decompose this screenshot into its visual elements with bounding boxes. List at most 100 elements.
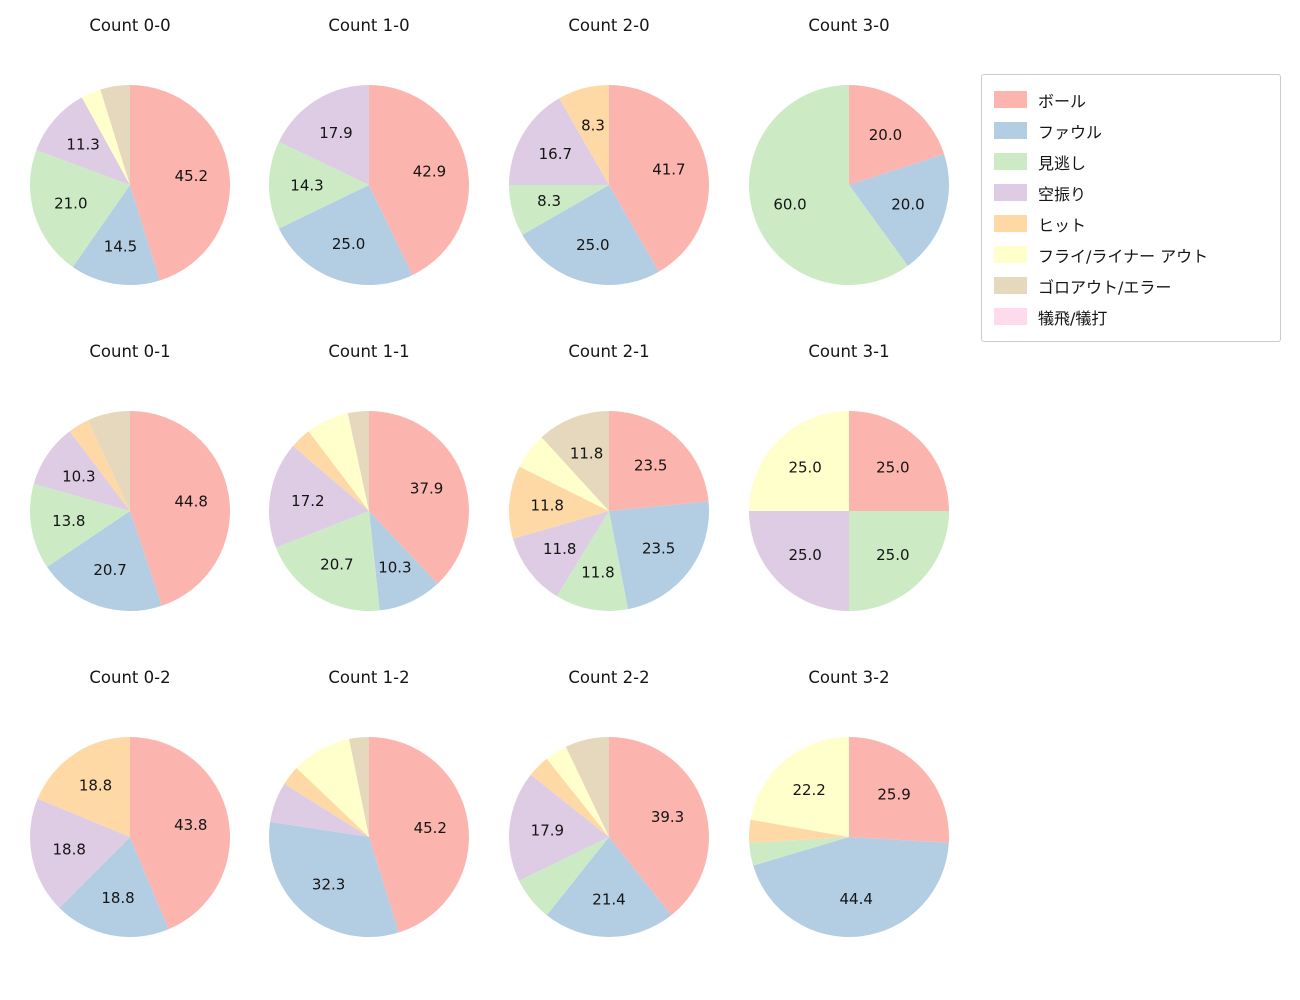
pie-slice-foul [546, 837, 672, 937]
pie-slice-label-foul: 20.7 [93, 561, 126, 579]
pie-slice-label-fly_liner_out: 22.2 [792, 781, 825, 799]
pie-slice-label-ball: 45.2 [414, 819, 447, 837]
pie-slice-foul [59, 837, 169, 937]
pie-chart-count-1-0: Count 1-0 42.9 25.0 14.3 17.9 [249, 10, 489, 310]
legend-label-swinging-strike: 空振り [1038, 184, 1087, 204]
legend-label-sac-fly-bunt: 犠飛/犠打 [1038, 308, 1108, 328]
pie-chart-count-1-1: Count 1-1 37.9 10.3 20.7 17.2 [249, 336, 489, 636]
pie-slice-label-foul: 18.8 [101, 889, 134, 907]
legend-item-called-strike: 見逃し [994, 146, 1268, 177]
pie-slice-hit [293, 431, 369, 511]
pie-slice-called_strike [519, 837, 609, 916]
pie-slice-label-swinging_strike: 25.0 [788, 546, 821, 564]
pie-count-3-1: 25.0 25.0 25.0 25.0 [749, 411, 949, 611]
pie-slice-label-called_strike: 25.0 [876, 546, 909, 564]
pie-slice-fly_liner_out [749, 411, 849, 511]
pie-slice-label-fly_liner_out: 25.0 [788, 458, 821, 476]
pie-slice-swinging_strike [749, 511, 849, 611]
pie-slice-label-called_strike: 20.7 [320, 555, 353, 573]
pie-slice-swinging_strike [512, 511, 609, 597]
pie-slice-label-foul: 20.0 [891, 195, 924, 213]
pie-count-3-2: 25.9 44.4 22.2 [749, 737, 949, 937]
pie-slice-label-ball: 23.5 [634, 456, 667, 474]
legend-item-fly-liner-out: フライ/ライナー アウト [994, 239, 1268, 270]
pie-slice-swinging_strike [270, 783, 369, 837]
legend-label-foul: ファウル [1038, 122, 1103, 142]
legend-label-called-strike: 見逃し [1038, 153, 1087, 173]
pie-slice-ball [369, 411, 469, 584]
pie-slice-ball [849, 411, 949, 511]
pie-slice-fly_liner_out [308, 413, 369, 511]
pie-slice-called_strike [749, 85, 908, 285]
pie-slice-ground_out_error [565, 737, 609, 837]
pie-slice-label-swinging_strike: 11.3 [66, 136, 99, 154]
pie-slice-label-called_strike: 14.3 [290, 176, 323, 194]
pie-slice-swinging_strike [36, 97, 130, 185]
legend-swatch-fly-liner-out [994, 246, 1027, 263]
pie-slice-foul [369, 511, 438, 611]
pie-slice-label-called_strike: 11.8 [581, 563, 614, 581]
pie-chart-count-0-2: Count 0-2 43.8 18.8 18.8 18.8 [10, 662, 250, 962]
pie-slice-ball [609, 411, 709, 511]
pie-slice-label-foul: 10.3 [378, 559, 411, 577]
legend-item-ground-out-error: ゴロアウト/エラー [994, 270, 1268, 301]
legend-item-swinging-strike: 空振り [994, 177, 1268, 208]
pie-count-0-0: 45.2 14.5 21.0 11.3 [30, 85, 230, 285]
pie-slice-label-ball: 42.9 [413, 162, 446, 180]
pie-slice-ball [609, 737, 709, 916]
pie-slice-ball [130, 411, 230, 606]
pie-slice-label-hit: 18.8 [79, 777, 112, 795]
pie-slice-called_strike [30, 149, 130, 267]
chart-title: Count 3-2 [808, 668, 890, 687]
pie-slice-fly_liner_out [81, 89, 130, 185]
pie-slice-foul [849, 154, 949, 266]
chart-title: Count 2-1 [568, 342, 650, 361]
pie-slice-label-ball: 25.0 [876, 458, 909, 476]
legend-item-sac-fly-bunt: 犠飛/犠打 [994, 301, 1268, 332]
legend-swatch-foul [994, 122, 1027, 139]
pie-slice-label-hit: 11.8 [531, 497, 564, 515]
pie-slice-ball [130, 737, 230, 930]
legend-item-foul: ファウル [994, 115, 1268, 146]
pie-count-0-2: 43.8 18.8 18.8 18.8 [30, 737, 230, 937]
pie-slice-label-ball: 25.9 [877, 786, 910, 804]
pie-chart-count-0-0: Count 0-0 45.2 14.5 21.0 11.3 [10, 10, 250, 310]
pie-slice-label-foul: 25.0 [576, 236, 609, 254]
pie-slice-foul [522, 185, 659, 285]
pie-count-0-1: 44.8 20.7 13.8 10.3 [30, 411, 230, 611]
pie-slice-swinging_strike [278, 85, 369, 185]
pie-slice-label-swinging_strike: 17.2 [291, 492, 324, 510]
pie-chart-count-2-0: Count 2-0 41.7 25.0 8.3 16.7 8.3 [489, 10, 729, 310]
pie-slice-label-ball: 37.9 [410, 479, 443, 497]
legend-label-ball: ボール [1038, 91, 1087, 111]
pie-slice-label-foul: 32.3 [312, 875, 345, 893]
pie-slice-swinging_strike [33, 431, 131, 511]
pie-chart-count-3-2: Count 3-2 25.9 44.4 22.2 [729, 662, 969, 962]
pie-count-1-1: 37.9 10.3 20.7 17.2 [269, 411, 469, 611]
chart-title: Count 0-0 [89, 16, 171, 35]
pie-slice-label-ball: 39.3 [651, 808, 684, 826]
legend-label-fly-liner-out: フライ/ライナー アウト [1038, 246, 1209, 266]
pie-slice-foul [753, 837, 949, 937]
pie-slice-label-ball: 45.2 [175, 167, 208, 185]
chart-title: Count 3-1 [808, 342, 890, 361]
pie-slice-label-called_strike: 13.8 [52, 512, 85, 530]
pie-slice-ball [130, 85, 230, 281]
pie-slice-fly_liner_out [519, 437, 609, 511]
pie-count-2-0: 41.7 25.0 8.3 16.7 8.3 [509, 85, 709, 285]
pie-slice-label-ground_out_error: 11.8 [570, 444, 603, 462]
legend-swatch-sac-fly-bunt [994, 308, 1027, 325]
pie-slice-label-called_strike: 21.0 [54, 195, 87, 213]
pie-slice-label-foul: 25.0 [332, 235, 365, 253]
pie-slice-called_strike [275, 511, 380, 611]
pie-slice-label-swinging_strike: 17.9 [531, 821, 564, 839]
legend-label-ground-out-error: ゴロアウト/エラー [1038, 277, 1172, 297]
legend-item-ball: ボール [994, 84, 1268, 115]
legend-swatch-swinging-strike [994, 184, 1027, 201]
pie-slice-label-ball: 43.8 [174, 816, 207, 834]
pie-count-1-0: 42.9 25.0 14.3 17.9 [269, 85, 469, 285]
pie-slice-ground_out_error [100, 85, 130, 185]
pie-slice-foul [278, 185, 413, 285]
pie-slice-ground_out_error [347, 411, 369, 511]
